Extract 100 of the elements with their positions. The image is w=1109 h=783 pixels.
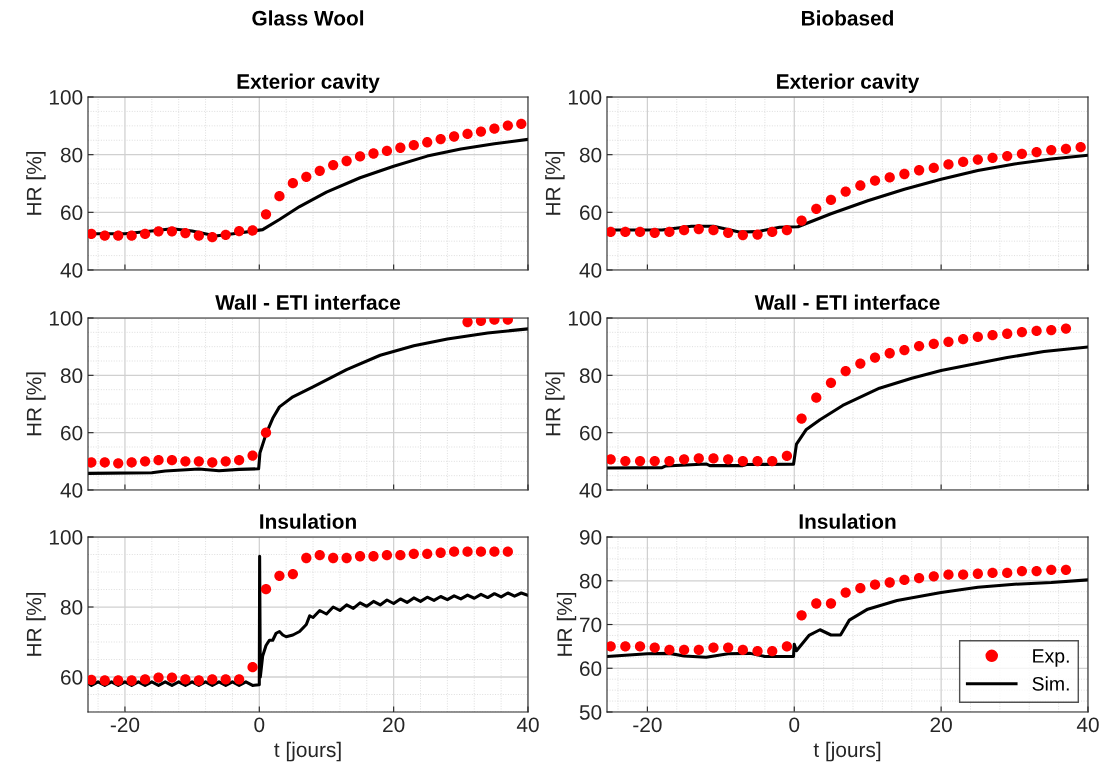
point — [328, 159, 339, 171]
point — [884, 172, 895, 183]
point — [649, 227, 660, 238]
y-tick-label: 80 — [579, 368, 602, 384]
point — [811, 598, 822, 609]
line-series — [88, 554, 528, 687]
x-tick-label: 20 — [930, 717, 952, 733]
x-tick-label: -20 — [110, 717, 140, 733]
point — [664, 455, 675, 467]
point — [166, 672, 178, 683]
point — [943, 336, 954, 347]
point — [139, 456, 151, 467]
point — [607, 641, 616, 652]
point — [233, 674, 245, 685]
point — [113, 675, 124, 686]
point — [987, 567, 998, 579]
point — [395, 142, 406, 153]
x-tick-label: -20 — [633, 717, 662, 733]
point — [301, 552, 312, 564]
point — [767, 455, 778, 467]
y-tick-label: 100 — [568, 311, 602, 326]
y-tick-label: 80 — [579, 573, 602, 589]
point — [752, 229, 763, 240]
x-tick-label: 20 — [383, 717, 405, 733]
point — [708, 642, 719, 653]
point — [126, 675, 137, 686]
chart-title: Wall - ETI interface — [215, 294, 401, 310]
chart-title: Wall - ETI interface — [754, 294, 940, 310]
point — [1031, 146, 1042, 158]
point — [649, 455, 660, 467]
point — [620, 455, 631, 467]
point — [274, 570, 285, 581]
point — [139, 674, 151, 685]
point — [260, 584, 272, 595]
point — [737, 644, 749, 656]
y-axis-title: HR [%] — [26, 593, 46, 656]
point — [840, 365, 851, 377]
x-tick-label: 40 — [1076, 717, 1099, 733]
point — [516, 118, 527, 129]
point — [274, 191, 285, 202]
line-series — [607, 345, 1088, 470]
y-axis-title: HR [%] — [26, 152, 46, 215]
point — [958, 156, 969, 168]
point — [99, 230, 110, 241]
point — [723, 454, 734, 465]
point — [368, 148, 379, 159]
text: Biobased — [802, 10, 894, 26]
point — [825, 194, 837, 206]
point — [855, 358, 866, 369]
point — [723, 227, 734, 238]
y-tick-label: 60 — [580, 661, 602, 676]
point — [840, 186, 851, 197]
y-axis-title: HR [%] — [26, 372, 46, 436]
point — [153, 226, 164, 237]
point — [448, 131, 460, 142]
point — [88, 228, 97, 240]
point — [869, 352, 881, 363]
point — [1060, 143, 1072, 155]
point — [987, 330, 998, 341]
point — [99, 457, 110, 468]
point — [180, 227, 191, 239]
y-tick-label: 80 — [60, 147, 83, 163]
legend-label: Exp. — [1033, 649, 1069, 667]
point — [634, 226, 646, 238]
point — [958, 334, 969, 345]
point — [825, 377, 837, 388]
point — [752, 646, 763, 657]
y-tick-label: 100 — [49, 530, 83, 545]
point — [287, 178, 299, 189]
point — [664, 644, 675, 656]
y-axis-title: HR [%] — [545, 152, 565, 215]
point — [113, 458, 124, 469]
point — [796, 610, 807, 621]
y-tick-label: 80 — [60, 600, 83, 615]
point — [368, 551, 379, 562]
point — [620, 226, 631, 238]
point — [435, 133, 446, 145]
point — [287, 568, 299, 580]
point — [260, 427, 272, 438]
point — [767, 226, 778, 238]
point — [884, 348, 895, 359]
point — [247, 662, 258, 673]
point — [475, 546, 487, 557]
point — [972, 154, 983, 165]
point — [220, 674, 231, 685]
chart-title: Exterior cavity — [777, 73, 920, 93]
point — [462, 318, 473, 328]
point — [422, 548, 433, 559]
point — [207, 674, 218, 685]
point — [88, 457, 97, 468]
y-tick-label: 60 — [61, 670, 83, 685]
point — [634, 641, 646, 652]
point — [913, 572, 925, 584]
point — [1016, 326, 1028, 338]
point — [678, 225, 690, 236]
point — [260, 209, 272, 220]
point — [354, 151, 366, 162]
point — [958, 569, 969, 580]
point — [855, 583, 866, 594]
point — [381, 550, 393, 561]
